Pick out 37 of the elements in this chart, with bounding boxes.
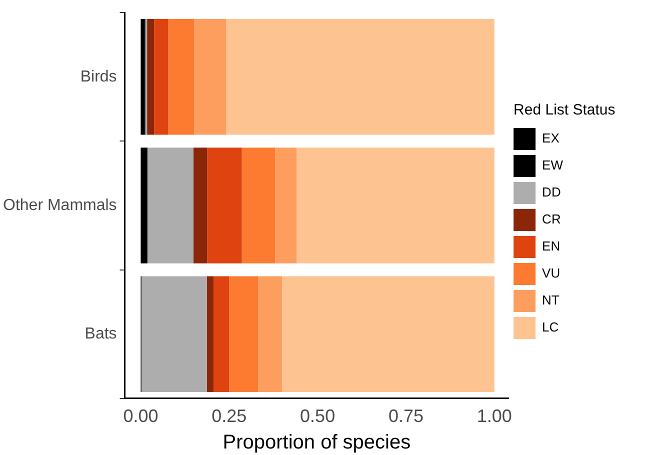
bar [206, 276, 214, 392]
bar [296, 148, 494, 264]
bar [258, 276, 282, 392]
bar [154, 19, 168, 135]
y-tick-label: Bats [84, 326, 117, 343]
legend-label: NT [542, 292, 560, 308]
x-tick-label: 0.25 [212, 406, 247, 426]
bar [229, 276, 258, 392]
bar [242, 148, 276, 264]
bar [193, 148, 208, 264]
bar [282, 276, 494, 392]
y-tick-label: Birds [80, 68, 117, 86]
bar [214, 276, 230, 392]
bar [194, 19, 226, 135]
legend-label: LC [542, 320, 559, 335]
legend-title: Red List Status [514, 102, 616, 119]
legend-label: EW [542, 158, 564, 173]
legend-label: EN [542, 238, 560, 254]
legend-label: EX [542, 130, 560, 146]
legend-label: DD [542, 184, 561, 200]
bar [207, 148, 242, 264]
bar [275, 148, 297, 264]
legend-label: VU [542, 266, 560, 281]
y-tick-label: Other Mammals [3, 196, 117, 214]
bar [140, 148, 146, 264]
x-tick-label: 0.50 [300, 406, 336, 426]
x-axis-title: Proportion of species [222, 432, 411, 454]
bar [140, 19, 145, 135]
bar [147, 148, 194, 264]
x-tick-label: 0.75 [388, 406, 424, 426]
bar [141, 276, 207, 392]
x-tick-label: 1.00 [476, 406, 512, 426]
legend-label: CR [542, 212, 561, 227]
x-tick-label: 0.00 [123, 406, 158, 426]
bar [168, 19, 194, 135]
bar [226, 19, 494, 135]
bar [147, 19, 154, 135]
